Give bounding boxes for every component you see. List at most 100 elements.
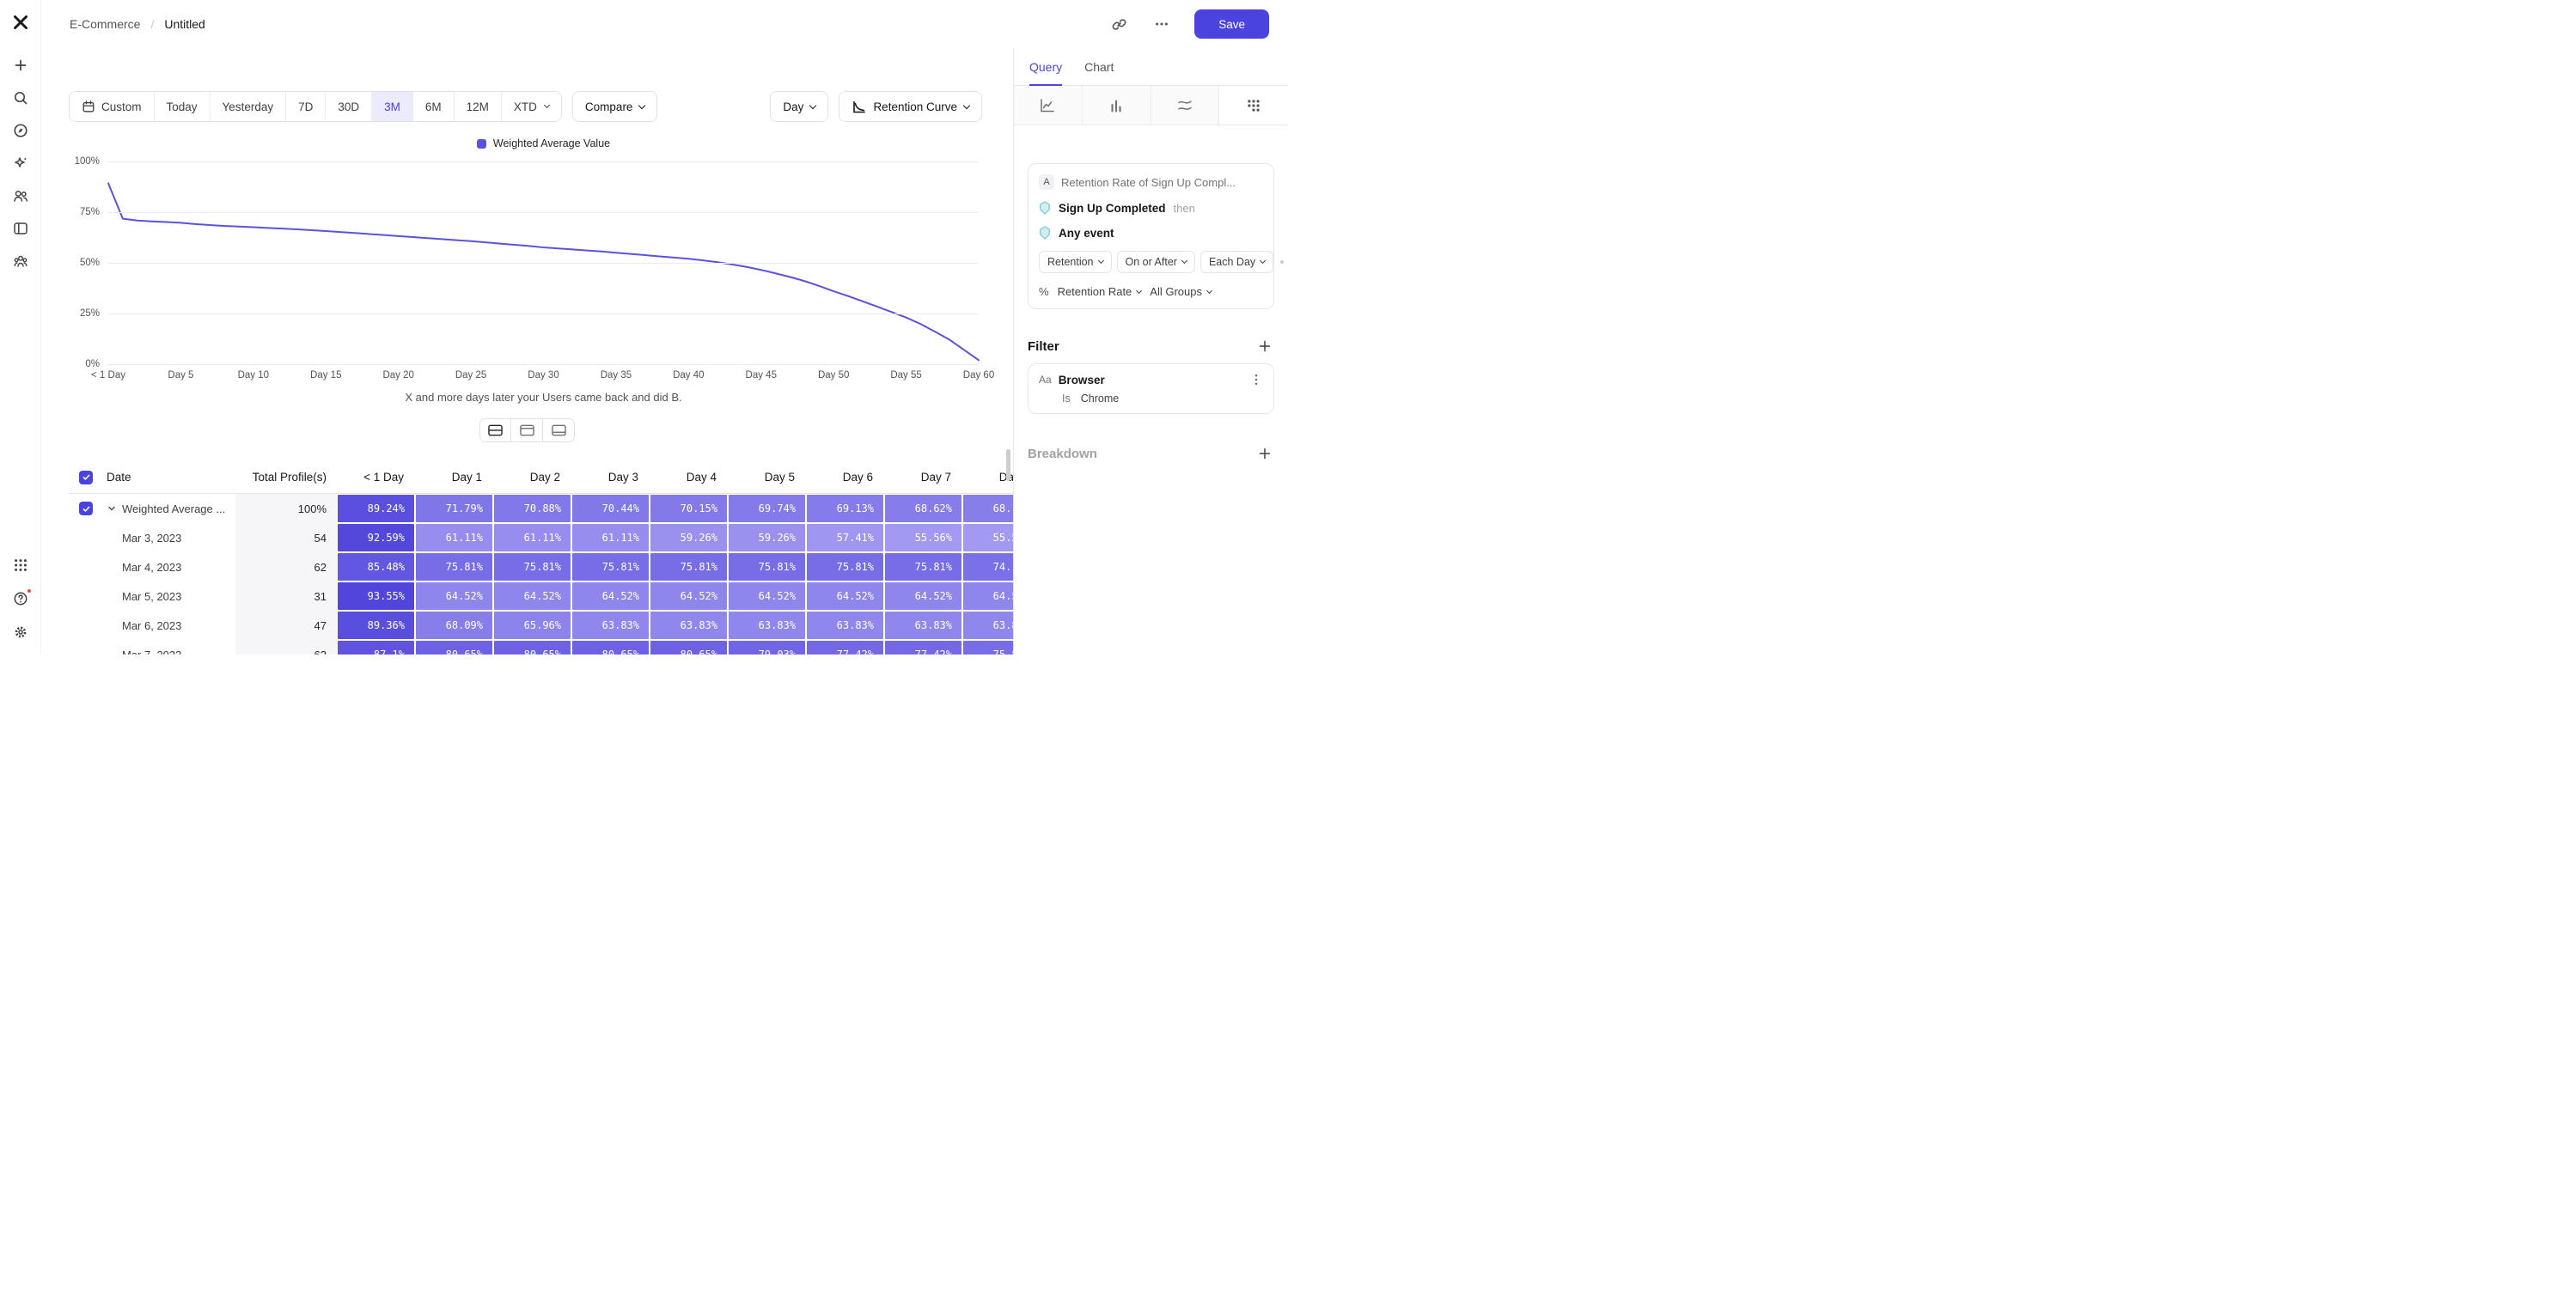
tab-chart[interactable]: Chart	[1084, 59, 1114, 74]
compare-button[interactable]: Compare	[571, 91, 658, 122]
retention-cell[interactable]: 92.59%	[338, 524, 414, 551]
main-scrollbar[interactable]	[1006, 449, 1010, 481]
select-all-checkbox[interactable]	[79, 470, 93, 484]
retention-cell[interactable]: 77.42%	[885, 641, 961, 654]
retention-cell[interactable]: 63.83%	[650, 612, 727, 639]
settings-gear-icon[interactable]	[10, 622, 31, 642]
retention-cell[interactable]: 89.36%	[338, 612, 414, 639]
retention-cell[interactable]: 61.11%	[416, 524, 492, 551]
flow-chart-view-icon[interactable]	[1151, 86, 1220, 125]
retention-cell[interactable]: 87.1%	[338, 641, 414, 654]
retention-cell[interactable]: 75.81%	[416, 553, 492, 581]
retention-cell[interactable]: 64.52%	[729, 582, 805, 610]
bar-chart-view-icon[interactable]	[1082, 86, 1151, 125]
retention-cell[interactable]: 61.11%	[572, 524, 649, 551]
first-event-row[interactable]: Sign Up Completed then	[1039, 201, 1263, 215]
retention-cell[interactable]: 85.48%	[338, 553, 414, 581]
chart-type-dropdown[interactable]: Retention Curve	[839, 91, 982, 122]
range-3m[interactable]: 3M	[371, 92, 412, 121]
retention-cell[interactable]: 59.26%	[650, 524, 727, 551]
new-item-button[interactable]	[10, 55, 31, 76]
grid-view-icon[interactable]	[1219, 86, 1288, 125]
range-12m[interactable]: 12M	[453, 92, 501, 121]
retention-cell[interactable]: 65.96%	[494, 612, 571, 639]
retention-cell[interactable]: 75.81%	[650, 553, 727, 581]
retention-cell[interactable]: 68.11%	[963, 495, 1013, 522]
app-logo-icon[interactable]	[10, 12, 31, 33]
apps-grid-icon[interactable]	[10, 555, 31, 575]
retention-cell[interactable]: 75.81%	[494, 553, 571, 581]
retention-cell[interactable]: 75.81%	[572, 553, 649, 581]
retention-cell[interactable]: 64.52%	[885, 582, 961, 610]
retention-cell[interactable]: 61.11%	[494, 524, 571, 551]
more-options-icon[interactable]	[1151, 14, 1172, 34]
retention-cell[interactable]: 64.52%	[963, 582, 1013, 610]
retention-type-dropdown[interactable]: Retention	[1039, 251, 1112, 273]
retention-cell[interactable]: 75.81%	[729, 553, 805, 581]
retention-cell[interactable]: 64.52%	[650, 582, 727, 610]
retention-cell[interactable]: 71.79%	[416, 495, 492, 522]
retention-cell[interactable]: 57.41%	[807, 524, 883, 551]
table-top-view-icon[interactable]	[511, 418, 543, 442]
range-custom[interactable]: Custom	[70, 92, 154, 121]
retention-cell[interactable]: 77.42%	[807, 641, 883, 654]
retention-cell[interactable]: 64.52%	[494, 582, 571, 610]
retention-cell[interactable]: 80.65%	[494, 641, 571, 654]
share-link-icon[interactable]	[1108, 14, 1129, 34]
retention-cell[interactable]: 69.13%	[807, 495, 883, 522]
retention-cell[interactable]: 80.65%	[416, 641, 492, 654]
retention-cell[interactable]: 69.74%	[729, 495, 805, 522]
retention-cell[interactable]: 68.62%	[885, 495, 961, 522]
retention-cell[interactable]: 80.65%	[650, 641, 727, 654]
range-7d[interactable]: 7D	[285, 92, 325, 121]
second-event-row[interactable]: Any event	[1039, 226, 1263, 240]
audience-group-icon[interactable]	[10, 251, 31, 271]
retention-cell[interactable]: 79.03%	[729, 641, 805, 654]
retention-cell[interactable]: 80.65%	[572, 641, 649, 654]
retention-cell[interactable]: 89.24%	[338, 495, 414, 522]
retention-cell[interactable]: 63.83%	[963, 612, 1013, 639]
on-or-after-dropdown[interactable]: On or After	[1116, 251, 1195, 273]
retention-cell[interactable]: 74.19%	[963, 553, 1013, 581]
breadcrumb-parent[interactable]: E-Commerce	[70, 17, 141, 31]
users-icon[interactable]	[10, 186, 31, 206]
add-breakdown-button[interactable]	[1257, 446, 1273, 461]
search-icon[interactable]	[10, 88, 31, 108]
retention-cell[interactable]: 70.88%	[494, 495, 571, 522]
range-yesterday[interactable]: Yesterday	[209, 92, 286, 121]
measure-dropdown[interactable]: Retention Rate	[1058, 285, 1143, 298]
retention-cell[interactable]: 55.56%	[885, 524, 961, 551]
retention-cell[interactable]: 63.83%	[729, 612, 805, 639]
retention-cell[interactable]: 68.09%	[416, 612, 492, 639]
filter-field[interactable]: Browser	[1058, 373, 1105, 387]
range-6m[interactable]: 6M	[412, 92, 454, 121]
ai-sparkle-icon[interactable]	[10, 153, 31, 174]
filter-menu-icon[interactable]	[1249, 373, 1263, 387]
retention-cell[interactable]: 59.26%	[729, 524, 805, 551]
retention-cell[interactable]: 70.15%	[650, 495, 727, 522]
retention-cell[interactable]: 70.44%	[572, 495, 649, 522]
tab-query[interactable]: Query	[1029, 48, 1063, 86]
retention-cell[interactable]: 75.81%	[963, 641, 1013, 654]
retention-cell[interactable]: 75.81%	[807, 553, 883, 581]
range-today[interactable]: Today	[153, 92, 210, 121]
range-xtd[interactable]: XTD	[500, 92, 561, 121]
groups-dropdown[interactable]: All Groups	[1150, 285, 1213, 298]
help-icon[interactable]	[10, 588, 33, 609]
split-horizontal-view-icon[interactable]	[479, 418, 511, 442]
explore-icon[interactable]	[10, 120, 31, 141]
filter-value[interactable]: Chrome	[1080, 393, 1120, 405]
range-30d[interactable]: 30D	[325, 92, 371, 121]
panel-layout-icon[interactable]	[10, 218, 31, 239]
query-title[interactable]: Retention Rate of Sign Up Compl...	[1061, 175, 1236, 189]
retention-cell[interactable]: 75.81%	[885, 553, 961, 581]
add-filter-button[interactable]	[1257, 338, 1273, 354]
interval-dropdown[interactable]: Each Day	[1199, 251, 1274, 273]
line-chart-view-icon[interactable]	[1014, 86, 1083, 125]
retention-cell[interactable]: 63.83%	[807, 612, 883, 639]
retention-cell[interactable]: 63.83%	[572, 612, 649, 639]
expand-chevron-icon[interactable]	[107, 503, 117, 514]
retention-cell[interactable]: 64.52%	[807, 582, 883, 610]
retention-cell[interactable]: 64.52%	[416, 582, 492, 610]
retention-cell[interactable]: 93.55%	[338, 582, 414, 610]
